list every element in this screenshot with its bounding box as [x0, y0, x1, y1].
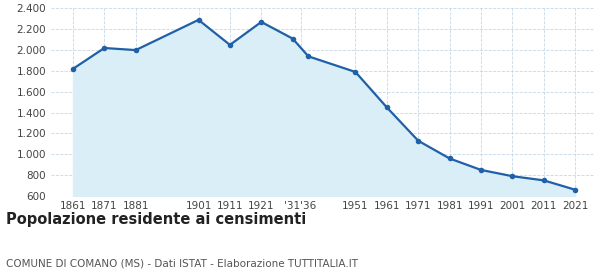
Point	[131, 48, 140, 52]
Point	[256, 20, 266, 24]
Point	[539, 178, 548, 183]
Point	[68, 67, 78, 71]
Text: COMUNE DI COMANO (MS) - Dati ISTAT - Elaborazione TUTTITALIA.IT: COMUNE DI COMANO (MS) - Dati ISTAT - Ela…	[6, 259, 358, 269]
Point	[304, 54, 313, 59]
Point	[288, 36, 298, 41]
Point	[382, 105, 392, 110]
Point	[100, 46, 109, 50]
Point	[413, 139, 423, 143]
Point	[350, 70, 360, 74]
Point	[194, 18, 203, 22]
Point	[508, 174, 517, 178]
Text: Popolazione residente ai censimenti: Popolazione residente ai censimenti	[6, 212, 306, 227]
Point	[225, 43, 235, 47]
Point	[571, 188, 580, 192]
Point	[476, 168, 486, 172]
Point	[445, 156, 454, 161]
